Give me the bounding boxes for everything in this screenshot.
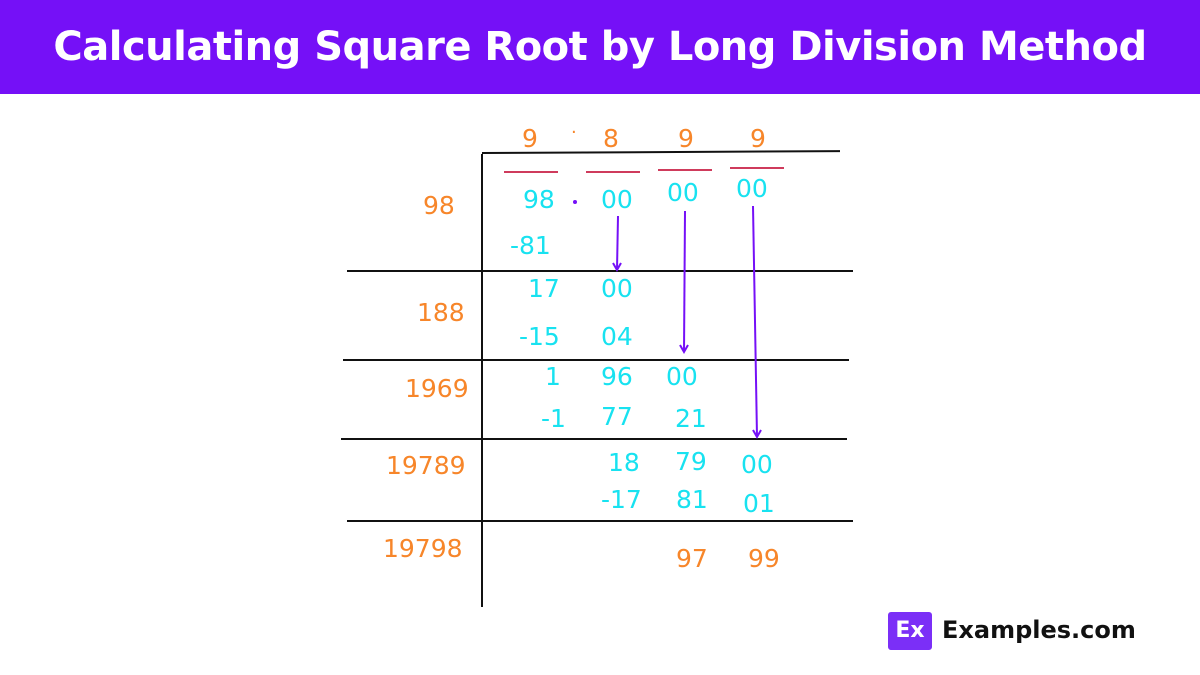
- final-remainder: 97: [676, 544, 708, 573]
- quotient-digit: 8: [603, 124, 619, 153]
- subtract-value: -15: [519, 322, 560, 351]
- remainder-value: 00: [601, 274, 633, 303]
- step-divider: [347, 270, 853, 272]
- pair-overbar: [504, 171, 558, 173]
- divisor: 19789: [386, 451, 466, 480]
- divisor: 19798: [383, 534, 463, 563]
- dividend-pair: 00: [667, 178, 699, 207]
- subtract-value: 21: [675, 404, 707, 433]
- dividend-pair: 98: [523, 185, 555, 214]
- dividend-pair: 00: [601, 185, 633, 214]
- header-banner: [0, 0, 1200, 94]
- dividend-pair: 00: [736, 174, 768, 203]
- subtract-value: 77: [601, 402, 633, 431]
- decimal-dot: [573, 200, 577, 204]
- remainder-value: 00: [741, 450, 773, 479]
- subtract-value: 04: [601, 322, 633, 351]
- examples-logo-icon: Ex: [888, 612, 932, 650]
- remainder-value: 96: [601, 362, 633, 391]
- remainder-value: 79: [675, 447, 707, 476]
- divisor: 98: [423, 191, 455, 220]
- pair-overbar: [658, 169, 712, 171]
- quotient-decimal-point: ·: [571, 122, 577, 143]
- remainder-value: 1: [545, 362, 561, 391]
- brand-name: Examples.com: [942, 616, 1136, 644]
- remainder-value: 18: [608, 448, 640, 477]
- subtract-value: 81: [676, 485, 708, 514]
- step-divider: [347, 520, 853, 522]
- quotient-digit: 9: [522, 124, 538, 153]
- remainder-value: 00: [666, 362, 698, 391]
- pair-overbar: [730, 167, 784, 169]
- final-remainder: 99: [748, 544, 780, 573]
- pair-overbar: [586, 171, 640, 173]
- quotient-digit: 9: [750, 124, 766, 153]
- step-divider: [341, 438, 847, 440]
- step-divider: [343, 359, 849, 361]
- subtract-value: -1: [541, 404, 566, 433]
- quotient-digit: 9: [678, 124, 694, 153]
- subtract-value: -81: [510, 231, 551, 260]
- remainder-value: 17: [528, 274, 560, 303]
- page-title: Calculating Square Root by Long Division…: [53, 24, 1147, 70]
- division-vertical-bar: [481, 154, 483, 607]
- subtract-value: -17: [601, 485, 642, 514]
- divisor: 188: [417, 298, 465, 327]
- divisor: 1969: [405, 374, 469, 403]
- subtract-value: 01: [743, 489, 775, 518]
